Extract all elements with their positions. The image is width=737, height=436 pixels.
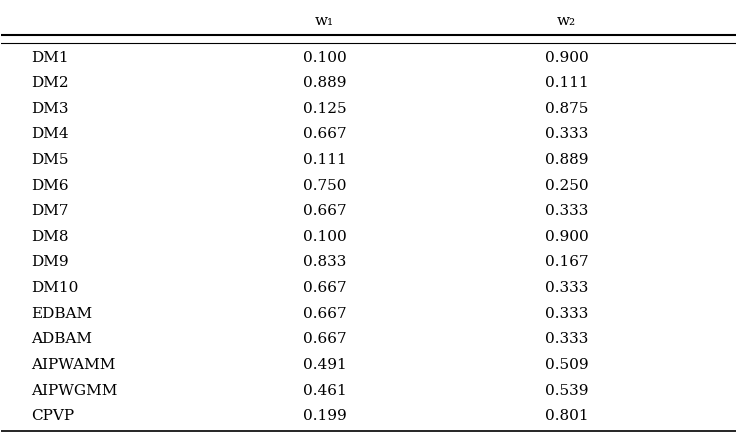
Text: 0.333: 0.333 (545, 307, 588, 321)
Text: 0.833: 0.833 (303, 255, 346, 269)
Text: 0.333: 0.333 (545, 204, 588, 218)
Text: 0.199: 0.199 (303, 409, 346, 423)
Text: DM8: DM8 (31, 230, 69, 244)
Text: 0.667: 0.667 (303, 332, 346, 346)
Text: 0.667: 0.667 (303, 127, 346, 141)
Text: 0.461: 0.461 (303, 384, 346, 398)
Text: DM7: DM7 (31, 204, 69, 218)
Text: 0.100: 0.100 (303, 51, 346, 65)
Text: 0.801: 0.801 (545, 409, 589, 423)
Text: CPVP: CPVP (31, 409, 74, 423)
Text: 0.100: 0.100 (303, 230, 346, 244)
Text: 0.167: 0.167 (545, 255, 589, 269)
Text: DM3: DM3 (31, 102, 69, 116)
Text: ADBAM: ADBAM (31, 332, 92, 346)
Text: 0.875: 0.875 (545, 102, 588, 116)
Text: 0.889: 0.889 (545, 153, 588, 167)
Text: DM6: DM6 (31, 179, 69, 193)
Text: 0.900: 0.900 (545, 51, 589, 65)
Text: 0.250: 0.250 (545, 179, 589, 193)
Text: w₂: w₂ (557, 14, 576, 28)
Text: 0.900: 0.900 (545, 230, 589, 244)
Text: w₁: w₁ (315, 14, 334, 28)
Text: 0.667: 0.667 (303, 307, 346, 321)
Text: DM9: DM9 (31, 255, 69, 269)
Text: 0.111: 0.111 (303, 153, 346, 167)
Text: 0.333: 0.333 (545, 127, 588, 141)
Text: 0.491: 0.491 (303, 358, 346, 372)
Text: 0.333: 0.333 (545, 332, 588, 346)
Text: 0.539: 0.539 (545, 384, 588, 398)
Text: DM4: DM4 (31, 127, 69, 141)
Text: 0.509: 0.509 (545, 358, 589, 372)
Text: DM5: DM5 (31, 153, 69, 167)
Text: 0.750: 0.750 (303, 179, 346, 193)
Text: 0.111: 0.111 (545, 76, 589, 90)
Text: 0.125: 0.125 (303, 102, 346, 116)
Text: 0.889: 0.889 (303, 76, 346, 90)
Text: EDBAM: EDBAM (31, 307, 92, 321)
Text: 0.667: 0.667 (303, 281, 346, 295)
Text: AIPWAMM: AIPWAMM (31, 358, 115, 372)
Text: DM2: DM2 (31, 76, 69, 90)
Text: AIPWGMM: AIPWGMM (31, 384, 117, 398)
Text: DM1: DM1 (31, 51, 69, 65)
Text: DM10: DM10 (31, 281, 78, 295)
Text: 0.333: 0.333 (545, 281, 588, 295)
Text: 0.667: 0.667 (303, 204, 346, 218)
